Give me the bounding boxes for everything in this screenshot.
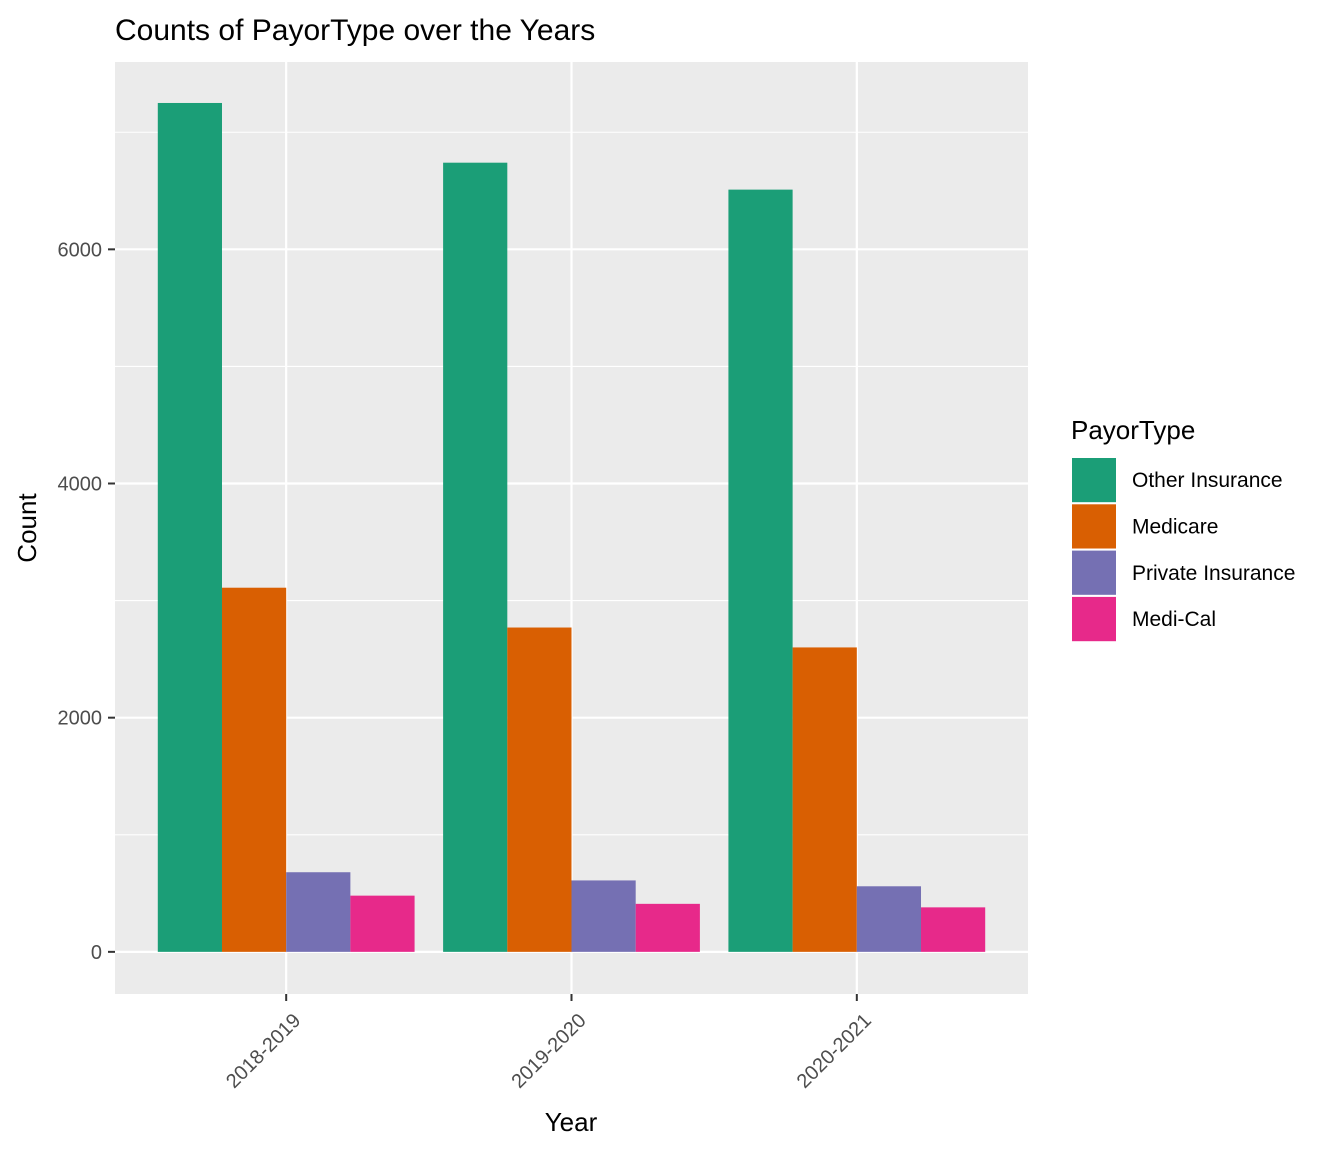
y-tick-label: 6000 [58,239,103,261]
x-tick-label: 2018-2019 [222,1010,305,1093]
y-axis: 0 2000 4000 6000 [58,239,115,964]
bar-other-insurance-2018-2019 [157,102,222,952]
y-axis-title: Count [12,493,42,563]
x-axis-title: Year [545,1107,598,1137]
bar-medicare-2020-2021 [792,647,857,952]
x-tick-label: 2019-2020 [507,1010,590,1093]
legend: PayorType Other Insurance Medicare Private… [1070,415,1295,644]
y-tick-label: 4000 [58,474,103,496]
bar-private-insurance-2020-2021 [856,886,922,952]
legend-label: Private Insurance [1132,562,1295,585]
bar-medi-cal-2018-2019 [350,895,415,952]
legend-title: PayorType [1071,415,1195,445]
bar-private-insurance-2018-2019 [286,872,351,952]
legend-key-private-insurance [1070,548,1118,597]
legend-key-medi-cal [1070,594,1118,644]
legend-label: Medicare [1132,515,1218,538]
bar-other-insurance-2020-2021 [728,189,793,952]
x-tick-label: 2020-2021 [793,1010,876,1093]
bar-medicare-2019-2020 [507,627,572,952]
legend-key-other-insurance [1070,456,1118,505]
bar-medi-cal-2020-2021 [921,907,986,952]
legend-key-medicare [1070,502,1118,551]
y-tick-label: 2000 [58,708,103,730]
bars-group [157,102,986,952]
bar-other-insurance-2019-2020 [443,162,508,952]
bar-medi-cal-2019-2020 [635,903,700,952]
bar-medicare-2018-2019 [221,587,287,952]
y-tick-label: 0 [91,942,102,964]
x-axis: 2018-2019 2019-2020 2020-2021 [222,994,876,1093]
legend-label: Other Insurance [1132,469,1283,492]
chart-title: Counts of PayorType over the Years [115,14,595,47]
bar-private-insurance-2019-2020 [571,880,636,952]
legend-label: Medi-Cal [1132,608,1216,631]
